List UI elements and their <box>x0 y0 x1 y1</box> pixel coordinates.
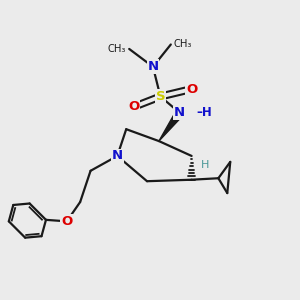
Text: O: O <box>128 100 139 113</box>
Polygon shape <box>159 110 183 141</box>
Text: CH₃: CH₃ <box>174 40 192 50</box>
Text: H: H <box>201 160 209 170</box>
Text: S: S <box>156 90 165 103</box>
Text: –H: –H <box>196 106 212 119</box>
Text: CH₃: CH₃ <box>108 44 126 54</box>
Text: N: N <box>147 60 158 73</box>
Text: O: O <box>186 82 197 96</box>
Text: N: N <box>112 149 123 162</box>
Text: O: O <box>61 215 72 228</box>
Text: N: N <box>174 106 185 119</box>
